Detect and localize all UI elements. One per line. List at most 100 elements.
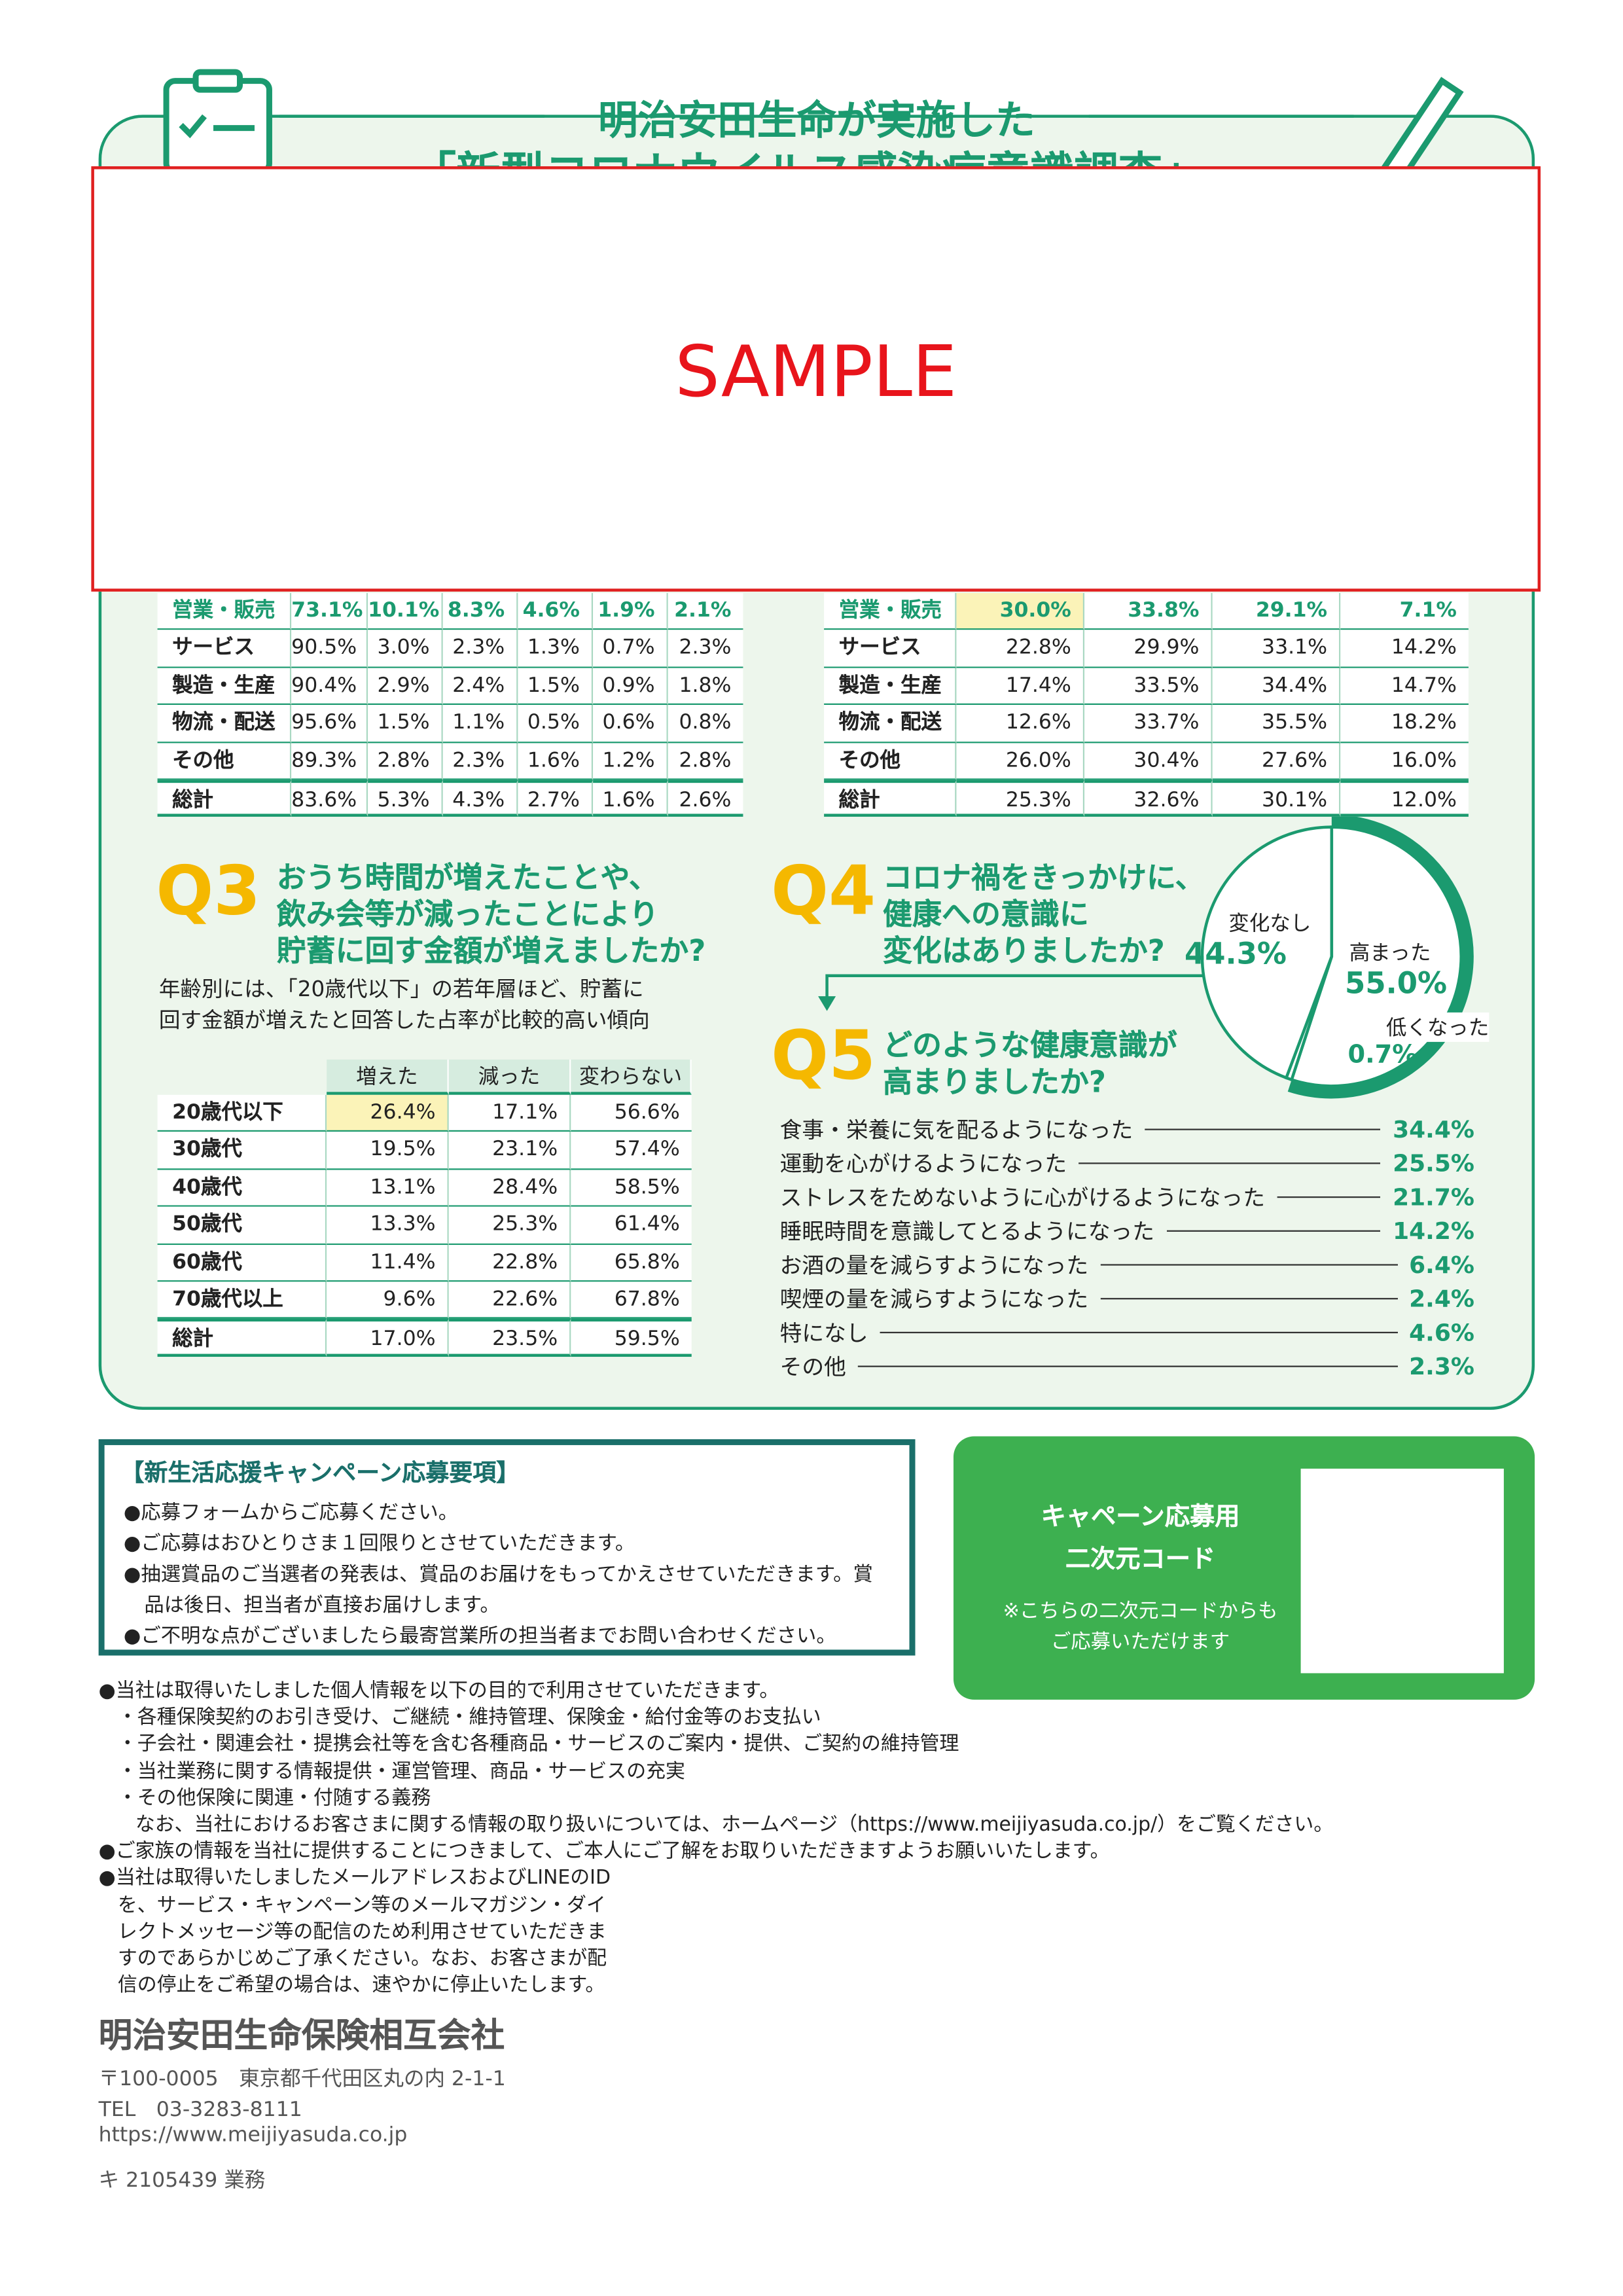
- table-cell: 29.9%: [1084, 630, 1213, 668]
- table-cell: 1.9%: [593, 593, 668, 631]
- pie-value: 55.0%: [1345, 965, 1448, 1001]
- qr-title: キャペーン応募用: [1041, 1502, 1240, 1532]
- table-cell: 2.3%: [668, 630, 743, 668]
- table-cell: 3.0%: [368, 630, 443, 668]
- table-cell: 33.7%: [1084, 705, 1213, 743]
- question-text: 高まりましたか?: [883, 1064, 1106, 1100]
- leader-line: [1166, 1230, 1382, 1232]
- website: https://www.meijiyasuda.co.jp: [98, 2123, 408, 2147]
- table-cell: 20歳代以下: [157, 1094, 327, 1132]
- pie-value: 44.3%: [1184, 935, 1287, 971]
- table-cell: 営業・販売: [824, 593, 957, 631]
- table-cell: 2.1%: [668, 593, 743, 631]
- table-cell: 67.8%: [571, 1282, 692, 1319]
- item-value: 2.3%: [1409, 1352, 1474, 1381]
- question-text: 健康への意識に: [883, 896, 1089, 932]
- table-cell: 総計: [157, 1319, 327, 1357]
- table-cell: 50歳代: [157, 1207, 327, 1245]
- privacy-line: レクトメッセージ等の配信のため利用させていただきま: [117, 1921, 607, 1944]
- privacy-line: ●ご家族の情報を当社に提供することにつきまして、ご本人にご了解をお取りいただきま…: [98, 1841, 1110, 1863]
- qr-note: ※こちらの二次元コードからも: [1003, 1600, 1278, 1623]
- table-cell: 90.4%: [291, 668, 368, 706]
- table-cell: 1.1%: [442, 705, 518, 743]
- table-cell: 物流・配送: [824, 705, 957, 743]
- item-value: 34.4%: [1393, 1115, 1474, 1143]
- address: 〒100-0005 東京都千代田区丸の内 2-1-1: [98, 2068, 506, 2091]
- privacy-line: すのであらかじめご了承ください。なお、お客さまが配: [117, 1948, 607, 1971]
- table-cell: 17.1%: [448, 1094, 571, 1132]
- sample-label: SAMPLE: [675, 331, 957, 414]
- pie-label: 低くなった: [1386, 1012, 1489, 1042]
- table-cell: 1.5%: [368, 705, 443, 743]
- question-text: 貯蓄に回す金額が増えましたか?: [276, 933, 706, 969]
- table-cell: 0.8%: [668, 705, 743, 743]
- table-cell: 32.6%: [1084, 780, 1213, 817]
- table-cell: 33.5%: [1084, 668, 1213, 706]
- q5-item: 喫煙の量を減らすようになった 2.4%: [780, 1282, 1474, 1314]
- pie-label: 高まった: [1349, 941, 1431, 965]
- table-cell: 73.1%: [291, 593, 368, 631]
- table-cell: 22.8%: [448, 1244, 571, 1282]
- question-text: コロナ禍をきっかけに、: [883, 859, 1205, 895]
- table-cell: 58.5%: [571, 1170, 692, 1208]
- phone: TEL 03-3283-8111: [98, 2098, 302, 2123]
- table-cell: 12.6%: [956, 705, 1085, 743]
- leader-line: [1276, 1196, 1382, 1198]
- table-cell: 1.6%: [518, 742, 594, 780]
- table-cell: 30.1%: [1212, 780, 1341, 817]
- leader-line: [857, 1365, 1398, 1368]
- table-cell: 4.3%: [442, 780, 518, 817]
- header-rule-right: [1088, 115, 1354, 118]
- item-label: お酒の量を減らすようになった: [779, 1252, 1089, 1279]
- table-cell: 22.8%: [956, 630, 1085, 668]
- q5-item: 特になし 4.6%: [780, 1316, 1474, 1348]
- campaign-item: ●応募フォームからご応募ください。: [123, 1501, 459, 1525]
- table-cell: 7.1%: [1340, 593, 1469, 631]
- privacy-line: なお、当社におけるお客さまに関する情報の取り扱いについては、ホームページ（htt…: [135, 1814, 1334, 1837]
- question-text: 飲み会等が減ったことにより: [276, 896, 659, 932]
- table-cell: 23.1%: [448, 1132, 571, 1170]
- q3-number: Q3: [156, 850, 261, 930]
- leader-line: [1079, 1162, 1382, 1164]
- table-cell: 23.5%: [448, 1319, 571, 1357]
- privacy-line: ・その他保険に関連・付随する義務: [117, 1787, 431, 1810]
- campaign-item: ●抽選賞品のご当選者の発表は、賞品のお届けをもってかえさせていただきます。賞: [123, 1562, 873, 1587]
- privacy-line: ・子会社・関連会社・提携会社等を含む各種商品・サービスのご案内・提供、ご契約の維…: [117, 1734, 959, 1757]
- table-cell: 29.1%: [1212, 593, 1341, 631]
- table-cell: 89.3%: [291, 742, 368, 780]
- item-value: 14.2%: [1393, 1216, 1474, 1245]
- item-value: 4.6%: [1409, 1318, 1474, 1347]
- table-cell: その他: [157, 742, 292, 780]
- table-cell: 12.0%: [1340, 780, 1469, 817]
- table-cell: 22.6%: [448, 1282, 571, 1319]
- privacy-line: ●当社は取得いたしました個人情報を以下の目的で利用させていただきます。: [98, 1680, 779, 1703]
- qr-title: 二次元コード: [1065, 1545, 1216, 1575]
- table-cell: 57.4%: [571, 1132, 692, 1170]
- table-cell: 30.4%: [1084, 742, 1213, 780]
- doc-code: キ 2105439 業務: [98, 2169, 266, 2193]
- pie-value: 0.7%: [1347, 1040, 1418, 1070]
- table-cell: 33.8%: [1084, 593, 1213, 631]
- table-cell: 13.1%: [327, 1170, 449, 1208]
- item-label: 運動を心がけるようになった: [779, 1150, 1067, 1177]
- q5-item: 食事・栄養に気を配るようになった 34.4%: [780, 1113, 1474, 1145]
- table-cell: 14.7%: [1340, 668, 1469, 706]
- campaign-item: 品は後日、担当者が直接お届けします。: [144, 1594, 500, 1618]
- table-cell: 1.5%: [518, 668, 594, 706]
- item-value: 2.4%: [1409, 1284, 1474, 1313]
- flow-arrow: [818, 974, 1295, 1011]
- q5-number: Q5: [771, 1015, 876, 1095]
- note-line: 回す金額が増えたと回答した占率が比較的高い傾向: [158, 1009, 650, 1033]
- table-cell: 総計: [824, 780, 957, 817]
- q5-item: お酒の量を減らすようになった 6.4%: [780, 1249, 1474, 1281]
- table-cell: 8.3%: [442, 593, 518, 631]
- campaign-item: ●ご応募はおひとりさま１回限りとさせていただきます。: [123, 1532, 635, 1556]
- table-cell: 30歳代: [157, 1132, 327, 1170]
- privacy-line: を、サービス・キャンペーン等のメールマガジン・ダイ: [117, 1895, 606, 1917]
- table-cell: 65.8%: [571, 1244, 692, 1282]
- table-cell: 1.8%: [668, 668, 743, 706]
- table-cell: 17.0%: [327, 1319, 449, 1357]
- table-cell: 27.6%: [1212, 742, 1341, 780]
- table-cell: 16.0%: [1340, 742, 1469, 780]
